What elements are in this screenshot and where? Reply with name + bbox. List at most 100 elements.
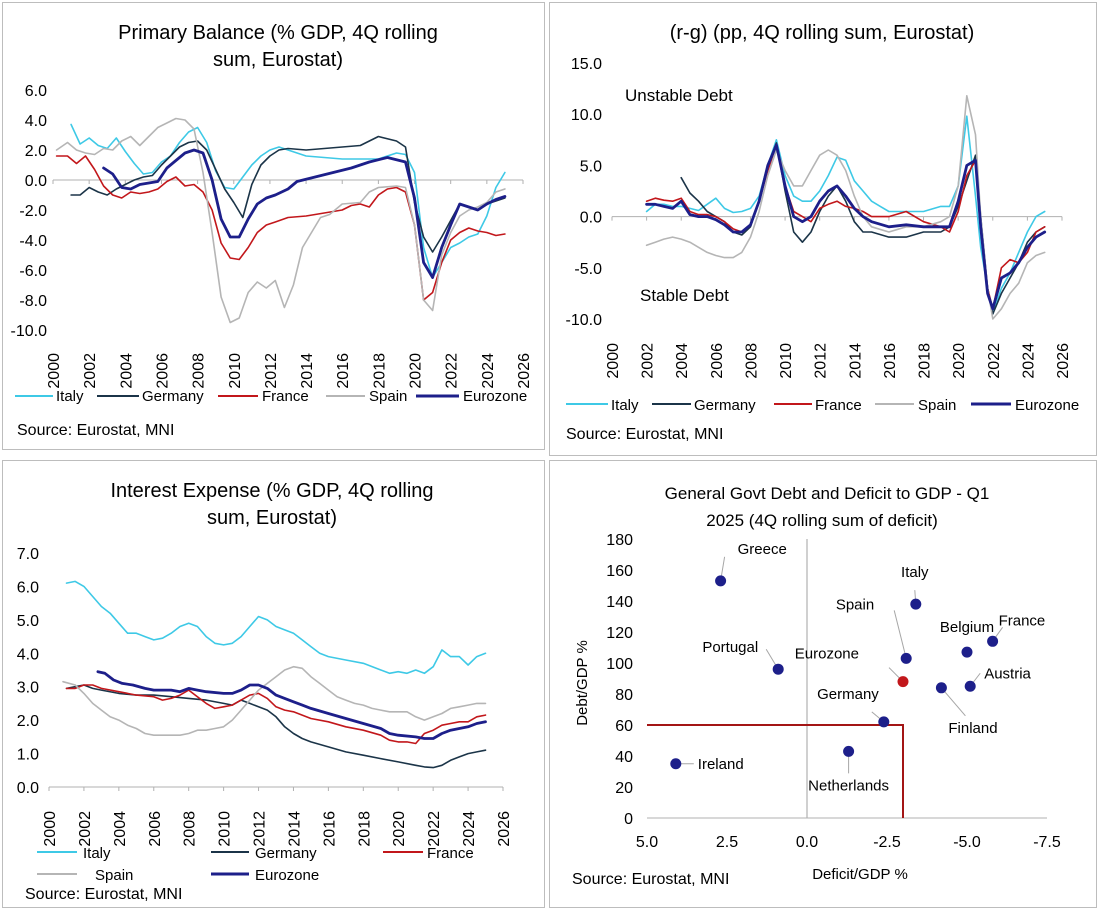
x-tick-label: 2008 (182, 811, 199, 847)
legend-france: France (262, 388, 309, 405)
point-label-italy: Italy (901, 564, 929, 581)
chart-title: (r-g) (pp, 4Q rolling sum, Eurostat) (670, 22, 975, 44)
legend-spain: Spain (95, 867, 133, 884)
y-tick-label: -5.0 (574, 261, 602, 278)
chart-title-line2: 2025 (4Q rolling sum of deficit) (706, 511, 938, 530)
leader-line-finland (941, 687, 966, 717)
legend-france: France (427, 845, 474, 862)
annotation-stable-debt: Stable Debt (640, 286, 729, 305)
y-tick-label: 4.0 (25, 113, 47, 130)
x-tick-label: 2018 (371, 353, 388, 389)
x-tick-label: -7.5 (1033, 834, 1061, 851)
legend-italy: Italy (83, 845, 111, 862)
x-tick-label: 2002 (82, 353, 99, 389)
legend-eurozone: Eurozone (255, 867, 319, 884)
x-tick-label: 2008 (743, 343, 760, 379)
interest-expense-chart: Interest Expense (% GDP, 4Q rolling sum,… (17, 480, 513, 903)
y-tick-label: 6.0 (25, 83, 47, 100)
maastricht-reference-lines (647, 724, 904, 818)
y-tick-label: 5.0 (17, 613, 39, 630)
x-tick-label: 2012 (252, 811, 269, 847)
series-line-italy (65, 580, 487, 675)
chart-title-line2: sum, Eurostat) (213, 49, 343, 71)
series-line-spain (55, 117, 506, 324)
y-tick-label: 180 (606, 532, 633, 549)
x-tick-label: 0.0 (796, 834, 818, 851)
x-tick-label: 2004 (118, 353, 135, 389)
y-tick-label: 15.0 (571, 56, 602, 73)
point-greece (715, 575, 727, 587)
legend-italy: Italy (56, 388, 84, 405)
y-tick-label: -10.0 (11, 323, 48, 340)
legend-germany: Germany (694, 397, 756, 414)
legend-germany: Germany (142, 388, 204, 405)
leader-line-spain (893, 610, 907, 659)
point-finland (935, 682, 947, 694)
y-tick-label: -2.0 (19, 203, 47, 220)
series-line-france (65, 684, 487, 745)
x-tick-label: 2016 (335, 353, 352, 389)
x-tick-label: 2024 (480, 353, 497, 389)
y-tick-label: 140 (606, 594, 633, 611)
x-tick-label: 2016 (882, 343, 899, 379)
point-ireland (670, 758, 682, 770)
source-note: Source: Eurostat, MNI (572, 871, 729, 888)
point-austria (964, 680, 976, 692)
chart-legend: Italy Germany France Spain Eurozone (37, 845, 474, 884)
y-tick-label: 0.0 (25, 173, 47, 190)
legend-eurozone: Eurozone (1015, 397, 1079, 414)
point-label-spain: Spain (836, 596, 874, 613)
y-tick-label: 0 (624, 811, 633, 828)
y-tick-label: 160 (606, 563, 633, 580)
x-tick-label: 2022 (426, 811, 443, 847)
legend-eurozone: Eurozone (463, 388, 527, 405)
x-tick-label: 2014 (299, 353, 316, 389)
series-line-germany (70, 135, 506, 253)
y-tick-label: 100 (606, 656, 633, 673)
x-tick-label: 2002 (640, 343, 657, 379)
point-germany (878, 716, 890, 728)
point-france (987, 635, 999, 647)
point-spain (900, 652, 912, 664)
y-tick-label: 0.0 (17, 780, 39, 797)
legend-germany: Germany (255, 845, 317, 862)
chart-title-line1: Interest Expense (% GDP, 4Q rolling (110, 480, 433, 502)
y-tick-label: 60 (615, 718, 633, 735)
x-tick-label: 2.5 (716, 834, 738, 851)
y-tick-label: 3.0 (17, 680, 39, 697)
primary-balance-chart: Primary Balance (% GDP, 4Q rolling sum, … (11, 22, 533, 439)
point-label-portugal: Portugal (702, 639, 758, 656)
series-line-eurozone (96, 670, 487, 740)
point-eurozone (897, 676, 909, 688)
series-line-france (55, 155, 506, 301)
x-tick-label: -5.0 (953, 834, 981, 851)
x-tick-label: 2014 (847, 343, 864, 379)
series-line-eurozone (102, 148, 507, 279)
y-tick-label: 6.0 (17, 579, 39, 596)
chart-title-line1: General Govt Debt and Deficit to GDP - Q… (665, 484, 990, 503)
y-tick-label: 0.0 (580, 210, 602, 227)
x-tick-label: 2022 (444, 353, 461, 389)
x-tick-label: 2020 (951, 343, 968, 379)
point-label-finland: Finland (948, 720, 997, 737)
y-axis-label: Debt/GDP % (574, 640, 591, 726)
r-minus-g-chart: (r-g) (pp, 4Q rolling sum, Eurostat) Uns… (566, 22, 1080, 443)
series-line-eurozone (645, 143, 1047, 311)
legend-spain: Spain (369, 388, 407, 405)
primary-balance-panel: Primary Balance (% GDP, 4Q rolling sum, … (2, 2, 545, 450)
x-tick-label: 2004 (674, 343, 691, 379)
x-tick-label: 2018 (917, 343, 934, 379)
y-tick-label: 10.0 (571, 107, 602, 124)
chart-legend: Italy Germany France Spain Eurozone (566, 397, 1079, 414)
x-tick-label: 2018 (356, 811, 373, 847)
x-tick-label: 2024 (1020, 343, 1037, 379)
x-tick-label: 2002 (77, 811, 94, 847)
annotation-unstable-debt: Unstable Debt (625, 86, 733, 105)
x-tick-label: 2006 (147, 811, 164, 847)
y-tick-label: 80 (615, 687, 633, 704)
point-label-netherlands: Netherlands (808, 777, 889, 794)
x-tick-label: 2026 (516, 353, 533, 389)
y-tick-label: -8.0 (19, 293, 47, 310)
x-tick-label: 2004 (112, 811, 129, 847)
x-tick-label: 2012 (813, 343, 830, 379)
